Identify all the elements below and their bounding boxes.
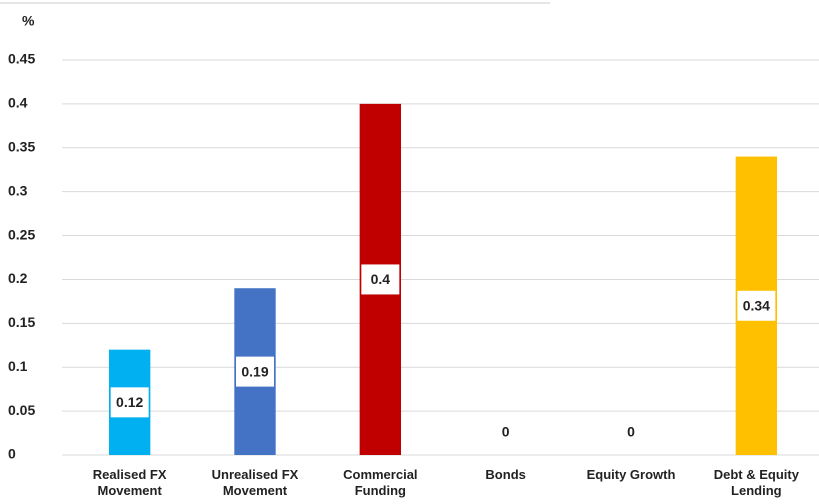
value-label-box (737, 290, 776, 321)
value-label-box (236, 356, 274, 387)
y-tick-label: 0.15 (8, 314, 35, 330)
value-label: 0.34 (743, 297, 770, 313)
value-label-box (110, 387, 149, 418)
y-tick-label: 0.3 (8, 182, 28, 198)
value-label: 0.4 (371, 271, 391, 287)
x-tick-label: Realised FX Movement (92, 467, 167, 498)
y-axis-label: % (22, 13, 35, 29)
y-tick-label: 0.2 (8, 270, 28, 286)
value-label: 0.12 (116, 394, 143, 410)
x-tick-label: Unrealised FX Movement (211, 467, 299, 498)
y-tick-label: 0.25 (8, 226, 35, 242)
y-tick-label: 0.4 (8, 95, 28, 111)
x-tick-label: Commercial Funding (343, 467, 418, 498)
value-label-box (612, 417, 650, 447)
y-tick-label: 0.35 (8, 138, 35, 154)
x-tick-label: Debt & Equity Lending (713, 467, 799, 498)
value-label-box (361, 264, 400, 295)
x-tick-label: Equity Growth (586, 467, 676, 482)
y-tick-label: 0.1 (8, 358, 28, 374)
value-label: 0.19 (241, 363, 268, 379)
value-label: 0 (627, 424, 635, 440)
x-tick-label: Bonds (485, 467, 526, 482)
y-tick-label: 0 (8, 446, 16, 462)
y-tick-label: 0.05 (8, 402, 35, 418)
y-tick-label: 0.45 (8, 51, 35, 67)
value-label-box (486, 417, 525, 447)
value-label: 0 (502, 424, 510, 440)
